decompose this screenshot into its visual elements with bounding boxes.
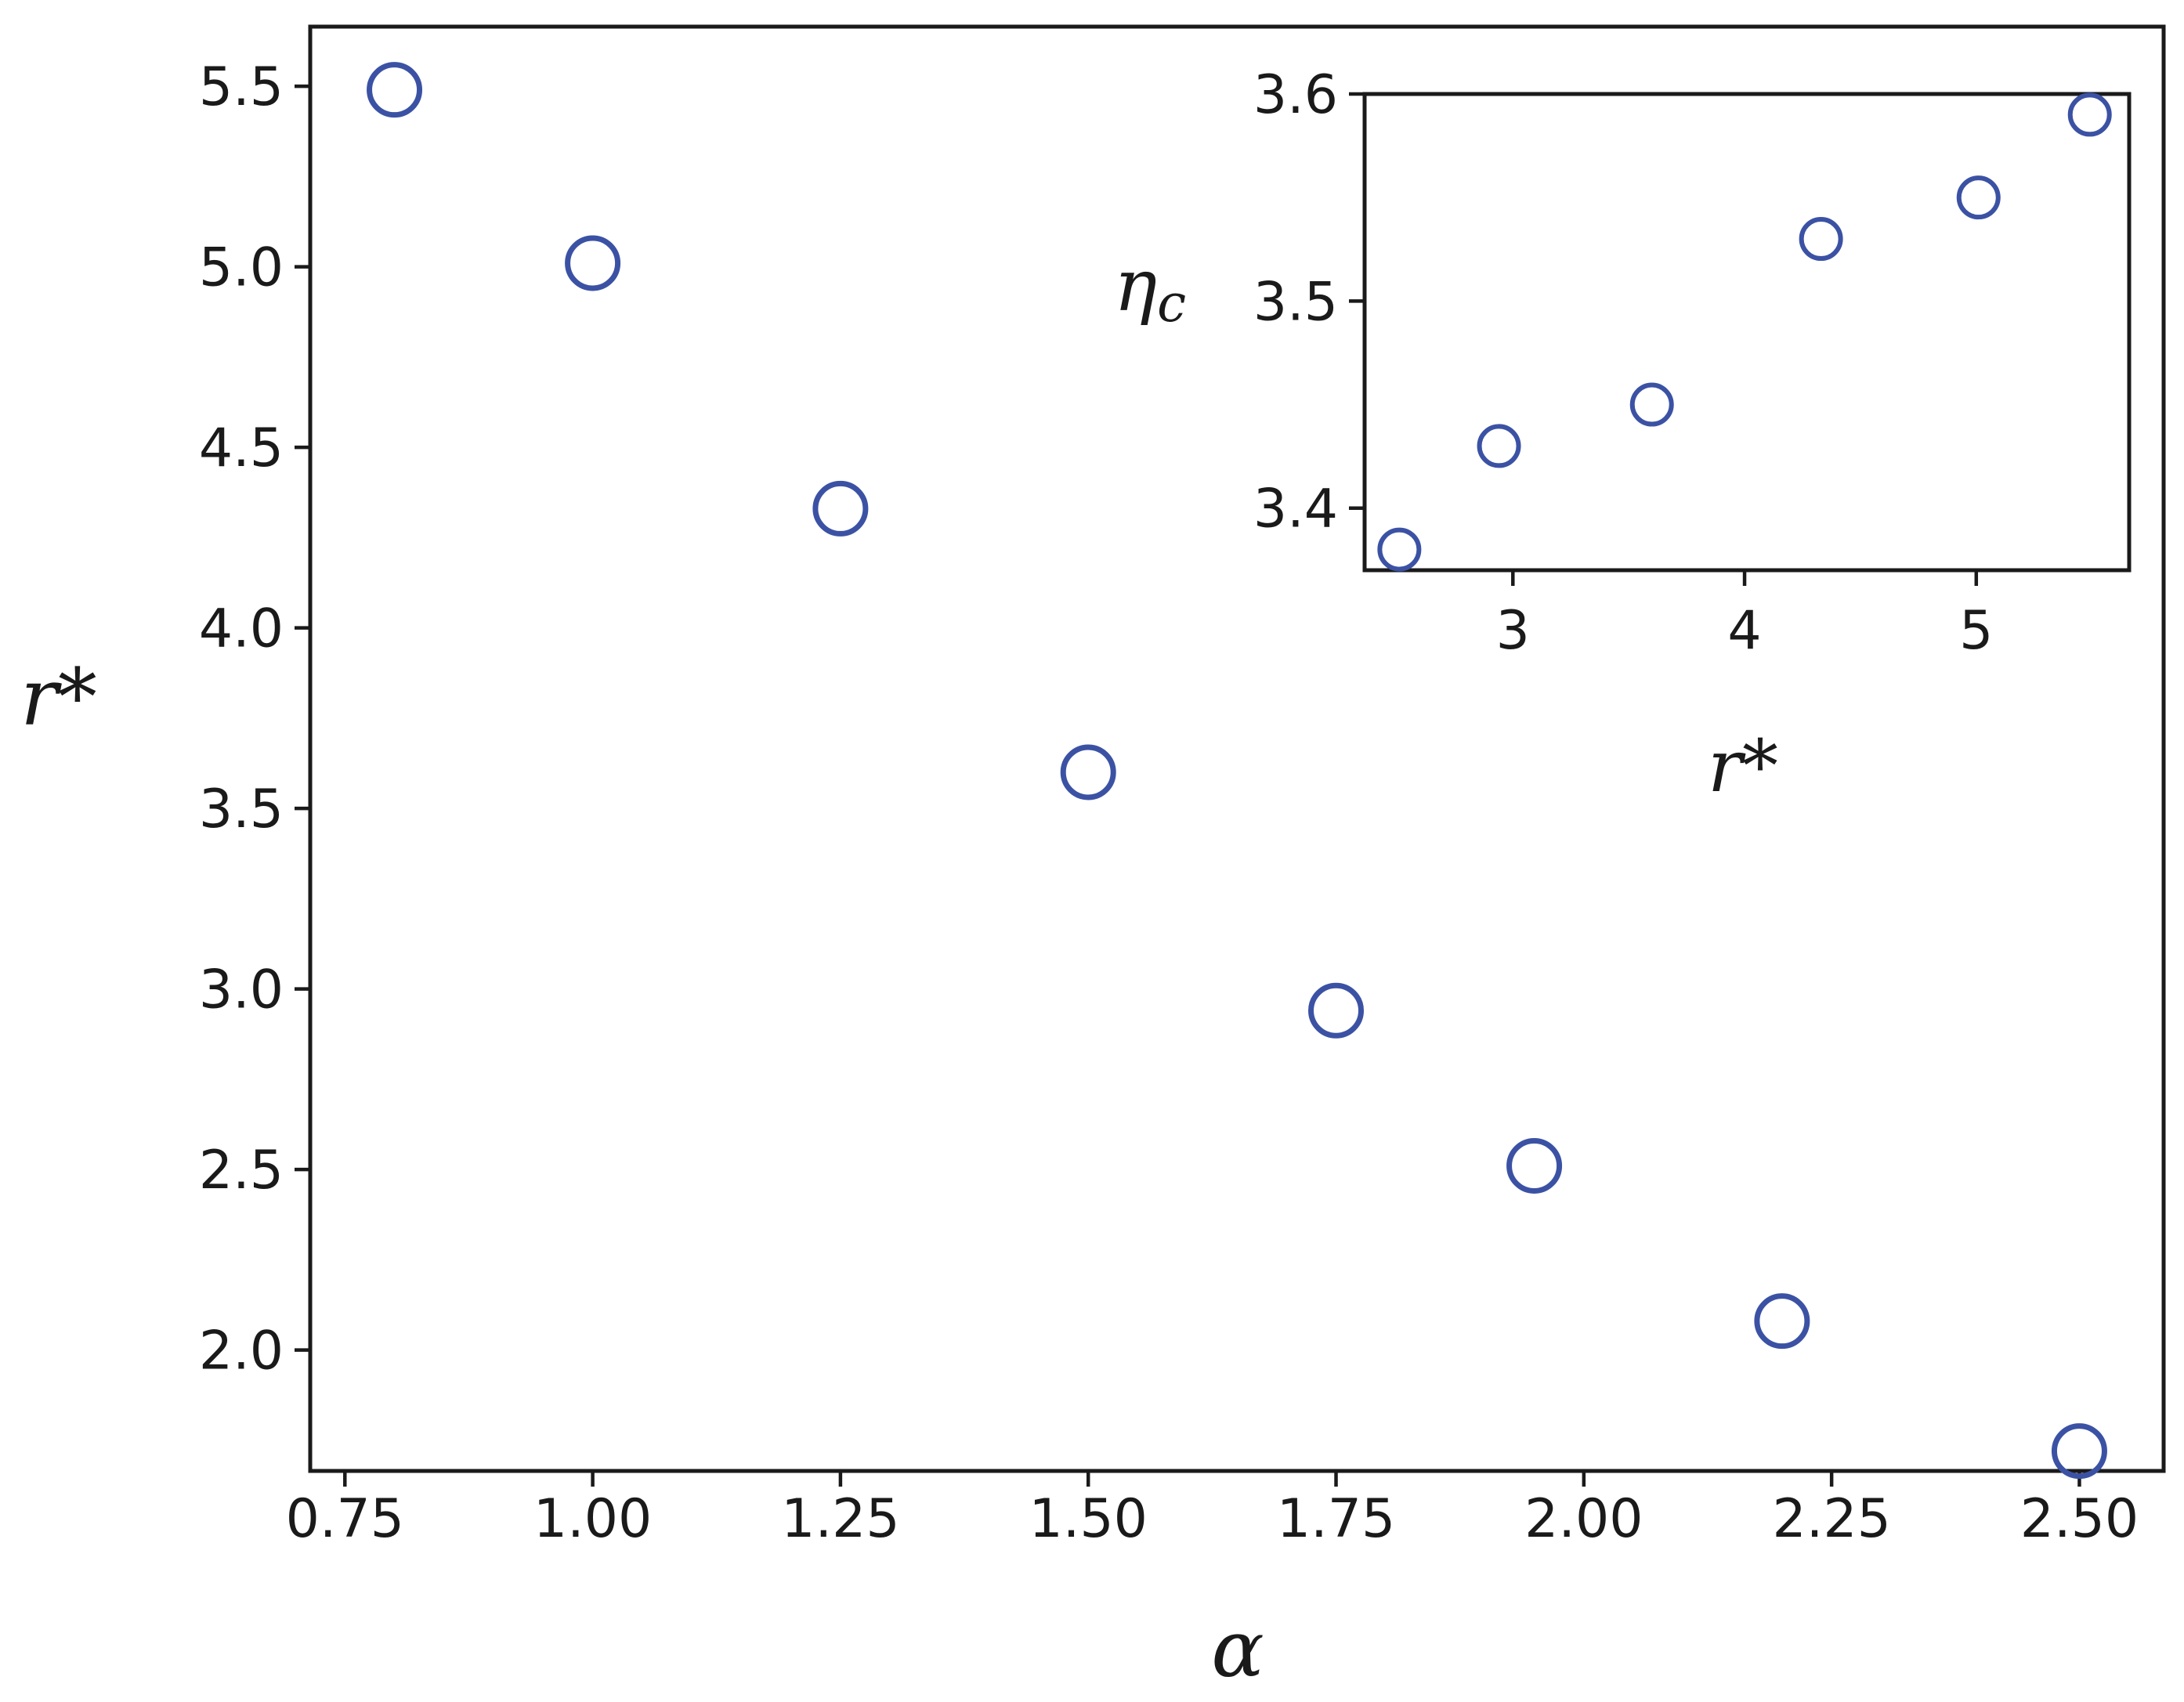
y-tick-label: 2.5 bbox=[199, 1140, 284, 1202]
y-tick-label: 3.0 bbox=[199, 959, 284, 1021]
inset-data-point bbox=[1629, 382, 1674, 427]
x-tick-label: 1.00 bbox=[533, 1488, 652, 1550]
data-point bbox=[2051, 1423, 2107, 1480]
x-tick-label: 2.25 bbox=[1772, 1488, 1890, 1550]
inset-data-point bbox=[1477, 424, 1521, 468]
data-point bbox=[1506, 1137, 1563, 1194]
inset-data-point bbox=[1377, 527, 1422, 572]
y-tick-label: 4.0 bbox=[199, 598, 284, 660]
inset-y-axis-symbol: η bbox=[1114, 244, 1157, 327]
inset-data-point bbox=[1799, 217, 1843, 262]
inset-y-tick-label: 3.6 bbox=[1253, 64, 1338, 126]
data-point bbox=[1060, 744, 1116, 800]
inset-plot-frame bbox=[1362, 92, 2132, 573]
data-point bbox=[812, 480, 869, 537]
x-tick-label: 0.75 bbox=[286, 1488, 404, 1550]
inset-y-axis-title: ηc bbox=[1114, 244, 1186, 334]
x-tick-label: 2.00 bbox=[1524, 1488, 1643, 1550]
inset-y-axis-subscript: c bbox=[1157, 273, 1186, 334]
y-tick-label: 4.5 bbox=[199, 417, 284, 479]
x-tick-label: 1.25 bbox=[781, 1488, 899, 1550]
inset-data-point bbox=[2067, 92, 2112, 137]
data-point bbox=[1754, 1293, 1810, 1350]
y-axis-title: r* bbox=[20, 652, 97, 743]
x-tick-label: 1.75 bbox=[1277, 1488, 1395, 1550]
inset-y-tick-label: 3.4 bbox=[1253, 479, 1338, 540]
data-point bbox=[1308, 982, 1365, 1039]
data-point bbox=[367, 62, 423, 118]
inset-x-tick-label: 5 bbox=[1959, 600, 1993, 662]
y-tick-label: 2.0 bbox=[199, 1321, 284, 1382]
y-tick-label: 5.0 bbox=[199, 237, 284, 299]
x-axis-title: α bbox=[1211, 1603, 1264, 1695]
y-tick-label: 3.5 bbox=[199, 779, 284, 840]
inset-x-axis-title: r* bbox=[1708, 725, 1778, 808]
inset-x-tick-label: 4 bbox=[1727, 600, 1761, 662]
data-point bbox=[565, 235, 621, 291]
x-tick-label: 1.50 bbox=[1029, 1488, 1148, 1550]
y-tick-label: 5.5 bbox=[199, 56, 284, 118]
inset-x-tick-label: 3 bbox=[1496, 600, 1530, 662]
x-tick-label: 2.50 bbox=[2020, 1488, 2139, 1550]
inset-data-point bbox=[1956, 175, 2001, 220]
inset-y-tick-label: 3.5 bbox=[1253, 271, 1338, 333]
inset-plot: 3 4 5 3.4 3.5 3.6 r* ηc bbox=[1114, 64, 2132, 808]
